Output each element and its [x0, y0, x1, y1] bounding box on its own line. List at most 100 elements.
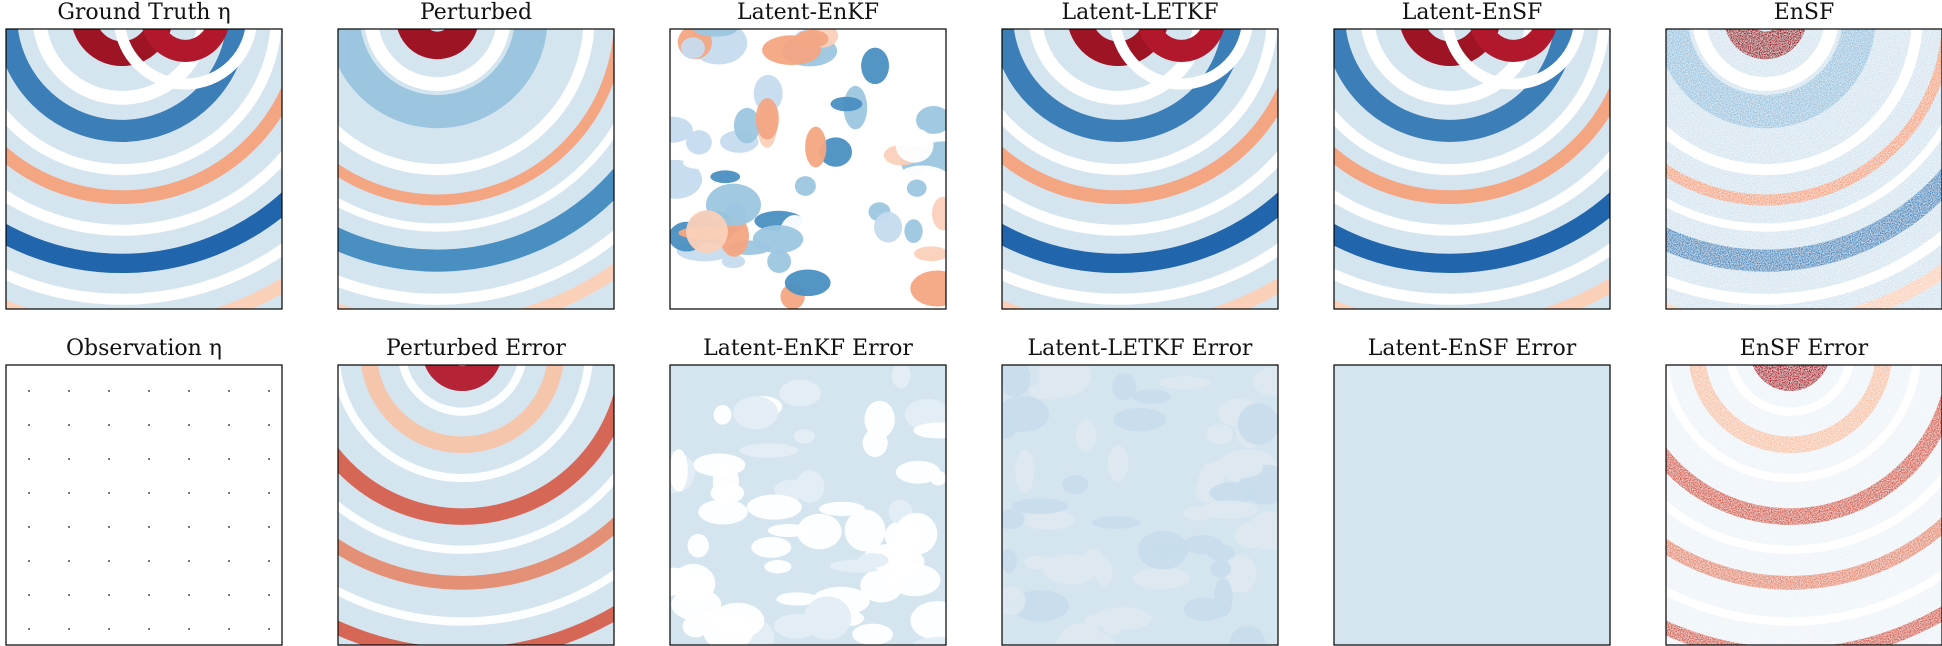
blob: [910, 270, 946, 307]
panel-frame: [669, 28, 947, 310]
panel-background: [1334, 365, 1610, 645]
blob: [904, 399, 946, 431]
blob: [732, 396, 779, 430]
wave-ring: [338, 516, 614, 590]
obs-dot: [148, 458, 150, 460]
wave-ring: [338, 122, 614, 232]
blob: [1038, 365, 1091, 398]
blob: [819, 137, 853, 167]
obs-dot: [268, 424, 270, 426]
obs-dot: [68, 628, 70, 630]
panel-frame: [1333, 28, 1611, 310]
blob: [874, 211, 903, 243]
blob: [1112, 373, 1137, 401]
blob: [1252, 367, 1278, 397]
blob: [693, 29, 738, 37]
blob: [687, 533, 709, 558]
obs-dot: [188, 594, 190, 596]
obs-dot: [108, 390, 110, 392]
wave-ring: [142, 29, 229, 62]
blob: [1209, 482, 1259, 504]
panel-title: Latent-EnSF: [1402, 0, 1543, 25]
wave-ring: [1666, 29, 1942, 206]
wave-ring: [1361, 29, 1539, 105]
blob: [1011, 498, 1068, 514]
wave-ring: [1400, 29, 1500, 67]
wave-ring: [1110, 29, 1253, 90]
obs-dot: [148, 526, 150, 528]
wave-ring: [398, 365, 526, 416]
panel-title: Latent-LETKF: [1061, 0, 1218, 25]
wave-ring: [1334, 150, 1610, 236]
blob: [1210, 560, 1231, 578]
blob: [794, 176, 816, 196]
blob: [1113, 407, 1166, 432]
panel-title: Latent-EnKF: [737, 0, 879, 25]
blob: [1201, 500, 1259, 519]
obs-dot: [228, 594, 230, 596]
wave-ring: [1029, 29, 1207, 105]
wave-ring: [1693, 29, 1838, 91]
panel-title: Latent-EnKF Error: [703, 336, 913, 361]
blob: [680, 37, 705, 60]
wave-ring: [1334, 29, 1577, 142]
blob: [915, 106, 946, 134]
panel-title: Perturbed: [420, 0, 532, 25]
blob: [1206, 424, 1234, 445]
obs-dot: [28, 492, 30, 494]
obs-dot: [28, 628, 30, 630]
wave-ring: [1334, 29, 1610, 176]
panel-image: [1002, 365, 1278, 645]
obs-dot: [188, 628, 190, 630]
blob: [682, 615, 709, 638]
wave-ring: [114, 29, 257, 90]
obs-dot: [108, 458, 110, 460]
panel-frame: [1001, 28, 1279, 310]
obs-dot: [28, 526, 30, 528]
blob: [670, 567, 699, 596]
blob: [895, 128, 934, 163]
wave-ring: [1666, 29, 1923, 176]
blob: [1021, 509, 1076, 530]
obs-dot: [268, 492, 270, 494]
obs-dot: [68, 526, 70, 528]
panel-image: [6, 365, 282, 645]
blob: [1094, 556, 1113, 587]
blob: [1011, 590, 1069, 622]
wave-ring: [1002, 29, 1278, 176]
panel-title: Ground Truth η: [57, 0, 230, 25]
blob: [1183, 535, 1224, 555]
panel-image: [1666, 365, 1942, 645]
blob: [1002, 548, 1017, 574]
blob: [1237, 403, 1278, 445]
wave-ring: [1666, 167, 1942, 272]
wave-ring: [338, 365, 593, 483]
blob: [914, 246, 946, 262]
blob: [1002, 396, 1050, 432]
panel-image: [670, 29, 946, 309]
blob: [773, 613, 819, 639]
wave-ring: [6, 29, 249, 142]
blob: [767, 523, 809, 537]
blob: [891, 365, 911, 389]
blob: [784, 269, 831, 297]
panel-title: EnSF: [1774, 0, 1835, 25]
obs-dot: [268, 628, 270, 630]
obs-dot: [108, 424, 110, 426]
wave-ring: [1725, 29, 1806, 60]
wave-ring: [1666, 229, 1942, 305]
obs-dot: [28, 390, 30, 392]
obs-dot: [188, 492, 190, 494]
blob: [739, 443, 799, 458]
wave-ring: [361, 365, 564, 454]
panel-title: Perturbed Error: [386, 336, 566, 361]
blob: [1131, 389, 1171, 404]
blob: [852, 623, 893, 645]
obs-dot: [148, 560, 150, 562]
wave-ring: [6, 192, 282, 273]
blob: [910, 601, 946, 641]
panel-image: [670, 365, 946, 645]
panel-image: [338, 29, 614, 309]
blob: [751, 536, 792, 558]
panel-frame: [337, 28, 615, 310]
